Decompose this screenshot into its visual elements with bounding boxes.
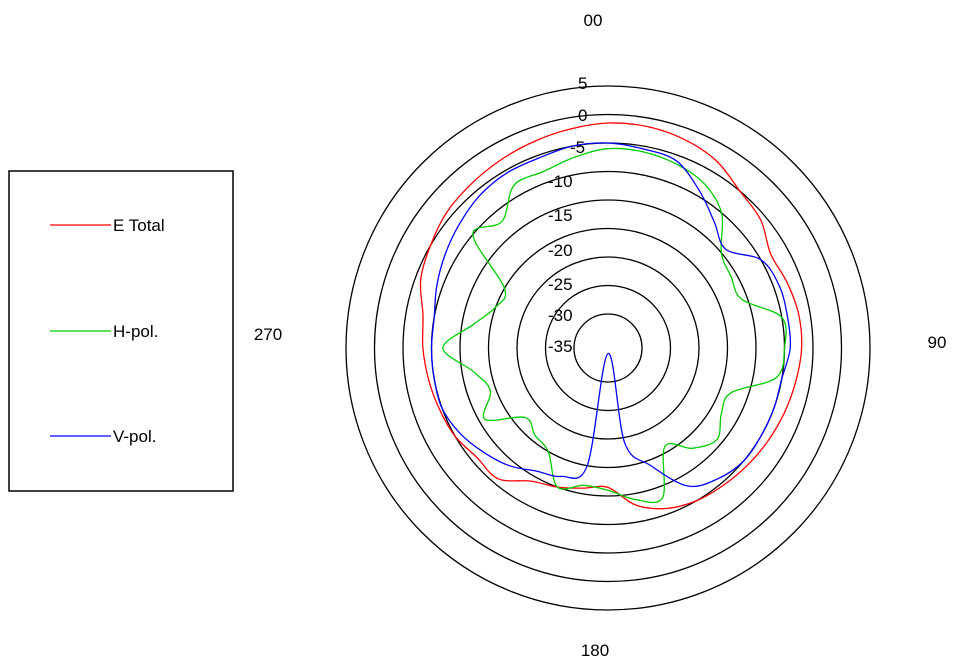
grid-ring-6 bbox=[516, 256, 700, 440]
radial-tick-label-0: 5 bbox=[578, 74, 587, 93]
radial-tick-label-5: -20 bbox=[548, 241, 573, 260]
angle-label-90: 90 bbox=[928, 333, 947, 352]
angle-label-180: 180 bbox=[581, 641, 609, 660]
radial-tick-label-3: -10 bbox=[548, 172, 573, 191]
radial-tick-label-2: -5 bbox=[570, 138, 585, 157]
radial-tick-label-8: -35 bbox=[548, 337, 573, 356]
grid-ring-4 bbox=[459, 199, 757, 497]
grid-ring-5 bbox=[487, 227, 729, 469]
legend-label-v-pol: V-pol. bbox=[113, 427, 156, 446]
radial-tick-labels: 5 0 -5 -10 -15 -20 -25 -30 -35 bbox=[548, 74, 587, 356]
angle-label-0: 00 bbox=[584, 11, 603, 30]
series-line-v-pol bbox=[430, 142, 792, 488]
radial-tick-label-4: -15 bbox=[548, 206, 573, 225]
radial-tick-label-1: 0 bbox=[578, 106, 587, 125]
legend-label-h-pol: H-pol. bbox=[113, 322, 158, 341]
legend-box bbox=[8, 170, 234, 492]
angle-labels: 00 90 180 270 bbox=[254, 11, 947, 660]
grid-ring-7 bbox=[544, 284, 672, 412]
legend: E Total H-pol. V-pol. bbox=[8, 170, 234, 492]
series-line-h-pol bbox=[442, 147, 787, 504]
grid-ring-1 bbox=[373, 113, 843, 583]
angle-label-270: 270 bbox=[254, 325, 282, 344]
radial-tick-label-6: -25 bbox=[548, 275, 573, 294]
radial-tick-label-7: -30 bbox=[548, 306, 573, 325]
grid-ring-8 bbox=[573, 313, 643, 383]
grid-ring-2 bbox=[402, 142, 814, 554]
series-lines bbox=[419, 122, 803, 510]
series-line-e-total bbox=[419, 122, 803, 510]
polar-grid bbox=[345, 85, 871, 611]
grid-ring-0 bbox=[345, 85, 871, 611]
legend-label-e-total: E Total bbox=[113, 216, 165, 235]
